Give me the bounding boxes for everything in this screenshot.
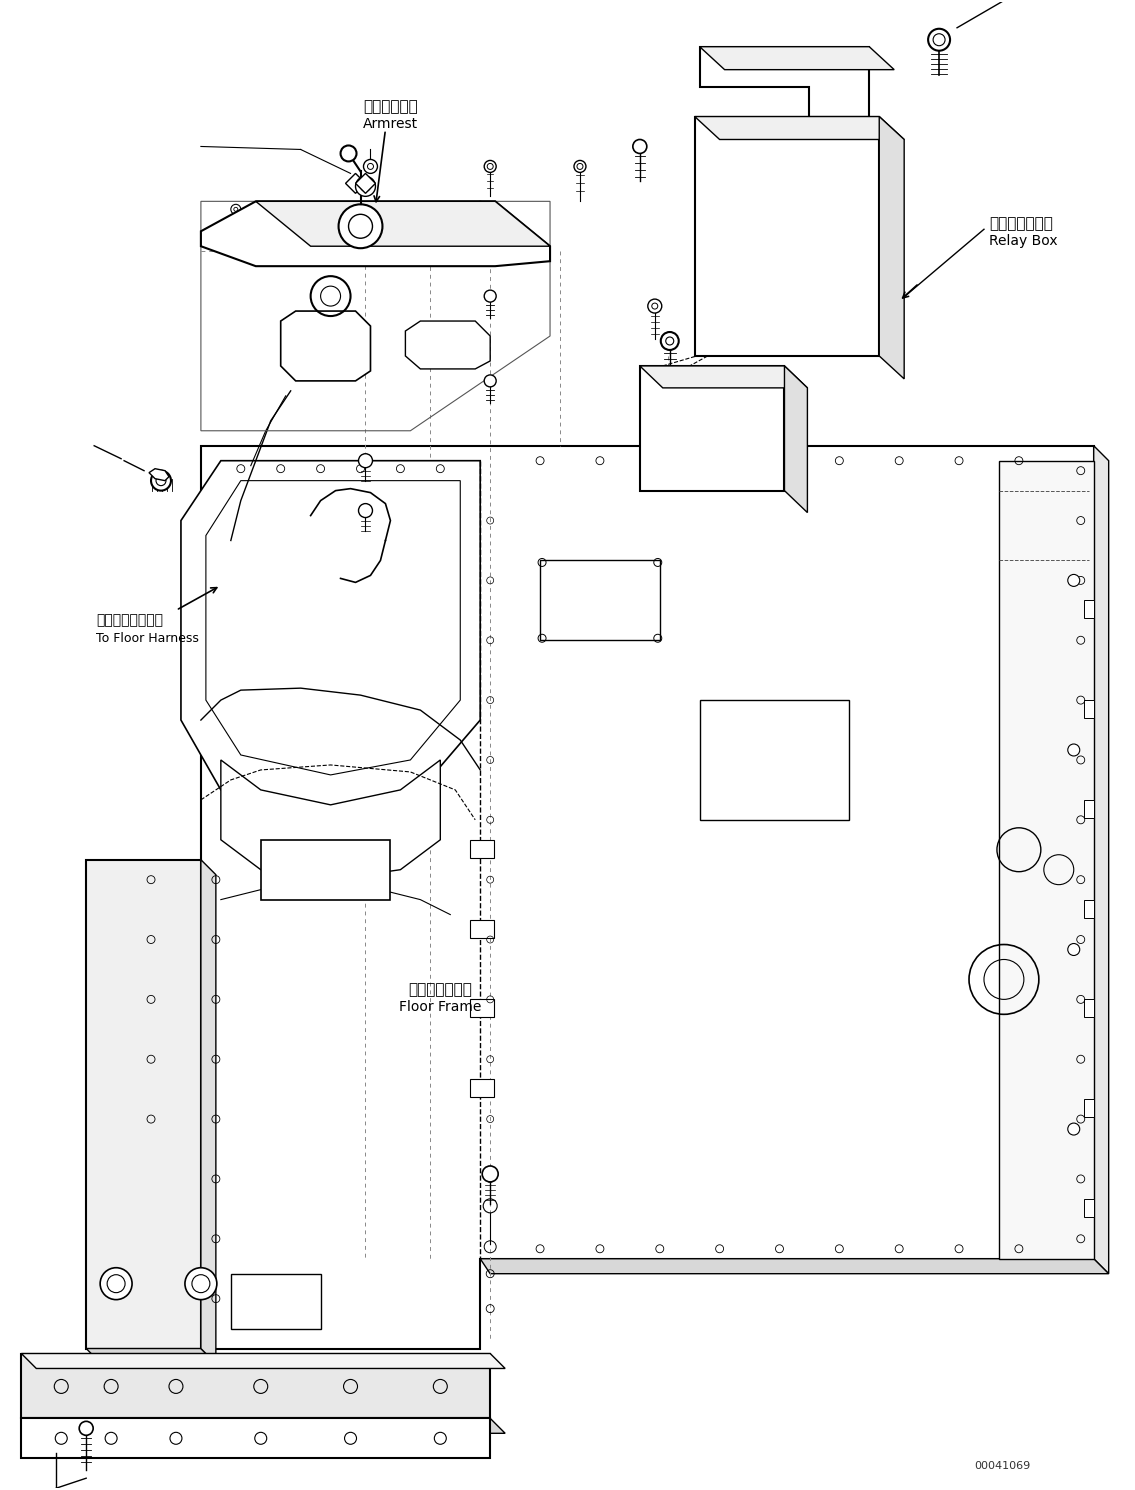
Circle shape [1068,575,1079,587]
Circle shape [230,204,241,215]
Circle shape [79,1421,93,1435]
Text: フロアフレーム: フロアフレーム [409,982,472,997]
Bar [470,1000,494,1018]
Polygon shape [695,116,880,356]
Bar [230,1274,320,1329]
Bar [699,700,849,820]
Circle shape [633,140,647,153]
Bar [797,146,864,222]
Text: To Floor Harness: To Floor Harness [96,632,199,645]
Bar [540,560,659,641]
Circle shape [526,244,535,255]
Circle shape [1068,943,1079,955]
Polygon shape [640,367,784,490]
Bar [269,845,329,894]
Polygon shape [22,1353,490,1418]
Bar [340,845,380,894]
Circle shape [648,299,662,313]
Polygon shape [405,320,490,370]
Polygon shape [784,367,807,513]
Circle shape [100,1268,132,1299]
Bar [288,316,338,344]
Polygon shape [22,1418,505,1433]
Polygon shape [201,201,550,267]
Circle shape [661,332,679,350]
Circle shape [1068,744,1079,755]
Polygon shape [480,1259,1109,1274]
Bar [1084,700,1094,718]
Polygon shape [345,173,365,194]
Bar [651,378,772,477]
Circle shape [476,201,485,212]
Polygon shape [201,860,216,1363]
Polygon shape [1094,446,1109,1274]
Polygon shape [261,840,390,900]
Bar [715,237,782,311]
Polygon shape [201,446,1094,1348]
Bar [1084,600,1094,618]
Polygon shape [699,46,869,116]
Text: Floor Frame: Floor Frame [400,1000,481,1015]
Text: リレーボックス: リレーボックス [989,216,1053,231]
Polygon shape [180,460,480,811]
Polygon shape [695,116,905,140]
Circle shape [185,1268,217,1299]
Polygon shape [255,201,550,246]
Bar [715,146,782,222]
Polygon shape [880,116,905,378]
Bar [707,131,767,231]
Bar [1084,1000,1094,1018]
Text: フロアハーネスへ: フロアハーネスへ [96,614,163,627]
Circle shape [485,291,496,302]
Polygon shape [640,367,807,387]
Circle shape [340,146,356,161]
Bar [1084,800,1094,818]
Bar [293,346,322,371]
Circle shape [359,454,372,468]
Text: 00041069: 00041069 [974,1462,1031,1471]
Polygon shape [699,46,894,70]
Bar [470,919,494,937]
Polygon shape [149,469,169,481]
Bar [1084,900,1094,918]
Circle shape [485,161,496,173]
Circle shape [1068,1123,1079,1135]
Circle shape [574,161,586,173]
Circle shape [359,504,372,517]
Polygon shape [280,311,370,381]
Bar [470,840,494,858]
Bar [707,130,865,341]
Polygon shape [999,460,1094,1259]
Circle shape [482,1167,498,1182]
Polygon shape [22,1353,505,1368]
Circle shape [355,176,376,197]
Polygon shape [86,1348,216,1363]
Bar [797,237,864,311]
Polygon shape [22,1418,490,1459]
Polygon shape [221,760,440,879]
Bar [470,1079,494,1097]
Circle shape [211,237,221,246]
Circle shape [928,28,950,51]
Bar [1084,1199,1094,1217]
Text: アームレスト: アームレスト [363,98,418,115]
Circle shape [363,159,378,173]
Text: Relay Box: Relay Box [989,234,1058,249]
Circle shape [338,204,382,249]
Polygon shape [86,860,201,1348]
Bar [1084,1100,1094,1118]
Text: Armrest: Armrest [363,116,418,131]
Circle shape [151,471,171,490]
Polygon shape [355,173,376,194]
Circle shape [485,375,496,387]
